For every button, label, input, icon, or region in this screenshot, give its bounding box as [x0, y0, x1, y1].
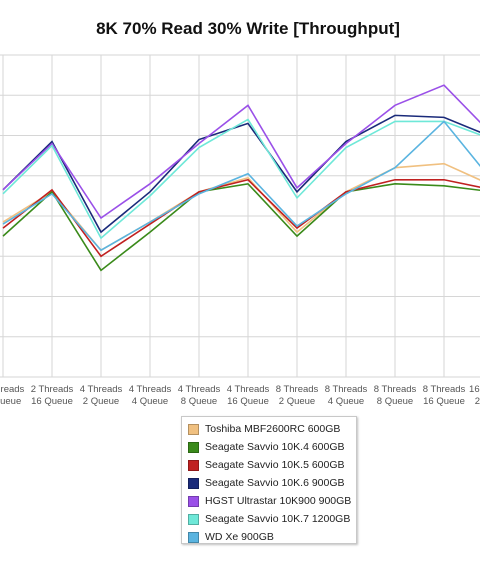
- legend-label: Seagate Savvio 10K.6 900GB: [205, 477, 345, 489]
- series-line-5: [2, 118, 480, 240]
- legend-label: WD Xe 900GB: [205, 531, 274, 543]
- grid: [0, 54, 480, 378]
- x-tick-label: 8 Threads 16 Queue: [423, 384, 466, 407]
- x-tick-label: 2 Threads 16 Queue: [31, 384, 74, 407]
- x-tick-label: 8 Threads 4 Queue: [325, 384, 368, 407]
- legend-item: HGST Ultrastar 10K900 900GB: [188, 492, 356, 510]
- legend-swatch: [188, 459, 199, 471]
- legend: Toshiba MBF2600RC 600GB Seagate Savvio 10…: [181, 416, 357, 544]
- legend-item: Toshiba MBF2600RC 600GB: [188, 420, 356, 438]
- legend-swatch: [188, 513, 199, 525]
- legend-swatch: [188, 531, 199, 543]
- x-tick-label: 4 Threads 16 Queue: [227, 384, 270, 407]
- legend-label: HGST Ultrastar 10K900 900GB: [205, 495, 352, 507]
- legend-label: Seagate Savvio 10K.7 1200GB: [205, 513, 351, 525]
- series-line-1: [2, 182, 480, 272]
- series-lines: [2, 84, 480, 272]
- series-line-3: [2, 114, 480, 234]
- legend-item: Seagate Savvio 10K.7 1200GB: [188, 510, 356, 528]
- series-line-4: [2, 84, 480, 220]
- legend-label: Seagate Savvio 10K.5 600GB: [205, 459, 345, 471]
- legend-item: WD Xe 900GB: [188, 528, 356, 546]
- series-line-6: [2, 120, 480, 252]
- x-tick-label: 8 Threads 2 Queue: [276, 384, 319, 407]
- x-tick-label: 8 Threads 8 Queue: [374, 384, 417, 407]
- legend-swatch: [188, 495, 199, 507]
- x-tick-label: 4 Threads 2 Queue: [80, 384, 123, 407]
- x-tick-label: 4 Threads 4 Queue: [129, 384, 172, 407]
- legend-swatch: [188, 477, 199, 489]
- legend-label: Seagate Savvio 10K.4 600GB: [205, 441, 345, 453]
- legend-swatch: [188, 441, 199, 453]
- chart-title: 8K 70% Read 30% Write [Throughput]: [96, 19, 400, 38]
- legend-label: Toshiba MBF2600RC 600GB: [205, 423, 341, 435]
- legend-item: Seagate Savvio 10K.6 900GB: [188, 474, 356, 492]
- series-line-2: [2, 178, 480, 258]
- x-tick-label: 4 Threads 8 Queue: [178, 384, 221, 407]
- legend-swatch: [188, 423, 199, 435]
- legend-item: Seagate Savvio 10K.5 600GB: [188, 456, 356, 474]
- legend-item: Seagate Savvio 10K.4 600GB: [188, 438, 356, 456]
